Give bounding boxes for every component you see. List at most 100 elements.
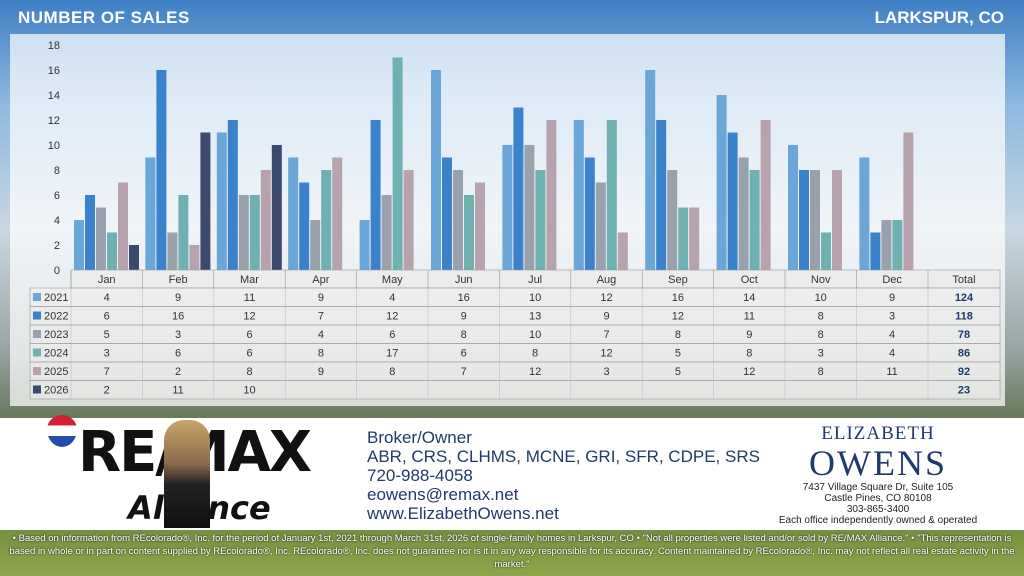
- bar-2023-May: [381, 195, 392, 270]
- bar-2021-Jun: [431, 70, 441, 270]
- broker-email[interactable]: eowens@remax.net: [367, 485, 519, 504]
- bar-2025-Apr: [332, 157, 343, 270]
- office-note: Each office independently owned & operat…: [778, 515, 978, 526]
- table-total-2025: 92: [958, 366, 970, 378]
- table-cell-2026-Mar: 10: [243, 385, 255, 397]
- legend-label-2023: 2023: [44, 329, 68, 341]
- office-address1: 7437 Village Square Dr, Suite 105: [802, 482, 954, 493]
- y-tick-label: 12: [48, 115, 60, 127]
- table-cell-2021-Oct: 14: [743, 292, 755, 304]
- table-row-2026: [29, 380, 1001, 400]
- sales-chart: 0 2 4 6 8 10 12 14 16 18 Jan Feb Mar Apr May Jun Jul Aug S…: [29, 40, 1001, 400]
- table-cell-2022-Jan: 6: [104, 311, 110, 323]
- bar-2023-Mar: [238, 195, 249, 270]
- table-cell-2024-Jun: 6: [461, 348, 467, 360]
- broker-website[interactable]: www.ElizabethOwens.net: [367, 504, 559, 523]
- bar-2021-Apr: [288, 157, 299, 270]
- bar-2025-Nov: [832, 170, 842, 270]
- broker-title: Broker/Owner: [367, 428, 472, 447]
- table-cell-2023-Jun: 8: [461, 329, 467, 341]
- bar-2025-Mar: [260, 170, 271, 270]
- bar-2025-Jan: [118, 182, 128, 270]
- table-header-Jul: Jul: [528, 274, 542, 286]
- chart-title: NUMBER OF SALES: [18, 8, 190, 27]
- bar-2025-May: [403, 170, 414, 270]
- broker-designations: ABR, CRS, CLHMS, MCNE, GRI, SFR, CDPE, S…: [367, 447, 760, 466]
- bar-2025-Aug: [617, 232, 628, 270]
- table-cell-2022-Sep: 12: [672, 311, 684, 323]
- table-cell-2025-Aug: 3: [603, 366, 609, 378]
- table-cell-2021-Sep: 16: [672, 292, 684, 304]
- y-tick-label: 6: [54, 190, 60, 202]
- table-cell-2024-Feb: 6: [175, 348, 181, 360]
- table-cell-2022-Jun: 9: [461, 311, 467, 323]
- bar-2021-Oct: [716, 95, 727, 270]
- table-cell-2025-Mar: 8: [246, 366, 252, 378]
- table-header-Dec: Dec: [882, 274, 902, 286]
- bar-2022-Aug: [584, 157, 595, 270]
- table-header-Aug: Aug: [597, 274, 617, 286]
- table-total-2023: 78: [958, 329, 970, 341]
- legend-swatch-2023: [33, 330, 41, 338]
- bar-2025-Jul: [546, 120, 557, 270]
- office-first-name: ELIZABETH: [821, 423, 935, 444]
- bar-2025-Sep: [689, 207, 700, 270]
- legend-swatch-2022: [33, 311, 41, 320]
- bar-2024-May: [392, 57, 403, 270]
- bar-2024-Jun: [464, 195, 474, 270]
- table-cell-2024-Oct: 8: [746, 348, 752, 360]
- office-logo: ELIZABETH OWENS 7437 Village Square Dr, …: [768, 423, 988, 526]
- table-cell-2024-Aug: 12: [600, 348, 612, 360]
- bar-2022-Mar: [227, 120, 238, 270]
- table-cell-2022-Dec: 3: [889, 311, 895, 323]
- bar-2022-Jun: [442, 157, 452, 270]
- bar-2024-Jan: [107, 232, 117, 270]
- table-cell-2022-Jul: 13: [529, 311, 541, 323]
- table-cell-2025-Oct: 12: [743, 366, 755, 378]
- table-cell-2023-Mar: 6: [246, 329, 252, 341]
- broker-info: Broker/Owner ABR, CRS, CLHMS, MCNE, GRI,…: [367, 428, 760, 523]
- table-cell-2025-Nov: 8: [818, 366, 824, 378]
- bar-2023-Sep: [667, 170, 678, 270]
- bar-2025-Jun: [475, 182, 485, 270]
- bar-2021-Sep: [645, 70, 656, 270]
- table-cell-2025-Jul: 12: [529, 366, 541, 378]
- bar-2022-Feb: [156, 70, 167, 270]
- table-header-Sep: Sep: [668, 274, 688, 286]
- table-cell-2023-Sep: 8: [675, 329, 681, 341]
- table-cell-2025-Jan: 7: [104, 366, 110, 378]
- table-cell-2022-Oct: 11: [744, 311, 755, 323]
- bar-2021-Jul: [502, 145, 513, 270]
- y-tick-label: 8: [54, 165, 60, 177]
- table-cell-2023-May: 6: [389, 329, 395, 341]
- bar-2025-Dec: [903, 132, 914, 270]
- bar-2024-Nov: [821, 232, 831, 270]
- y-tick-label: 10: [48, 140, 60, 152]
- table-header-Feb: Feb: [169, 274, 188, 286]
- legend-label-2025: 2025: [44, 366, 68, 378]
- table-cell-2025-Apr: 9: [318, 366, 324, 378]
- location-label: LARKSPUR, CO: [874, 8, 1004, 27]
- legend-label-2026: 2026: [44, 385, 68, 397]
- table-total-2022: 118: [955, 311, 973, 323]
- table-cell-2021-Jul: 10: [529, 292, 541, 304]
- table-cell-2021-Nov: 10: [815, 292, 827, 304]
- bar-2023-Oct: [738, 157, 749, 270]
- bar-2022-Apr: [299, 182, 310, 270]
- legend-label-2024: 2024: [44, 348, 68, 360]
- table-cell-2023-Jan: 5: [104, 329, 110, 341]
- table-header-Jan: Jan: [98, 274, 116, 286]
- remax-balloon-icon: [47, 415, 77, 447]
- y-tick-label: 0: [54, 265, 60, 277]
- table-cell-2023-Oct: 9: [746, 329, 752, 341]
- bar-2025-Oct: [760, 120, 771, 270]
- broker-phone[interactable]: 720-988-4058: [367, 466, 473, 485]
- bar-2022-Jul: [513, 107, 524, 270]
- table-cell-2023-Feb: 3: [175, 329, 181, 341]
- table-cell-2025-Sep: 5: [675, 366, 681, 378]
- bar-2023-Jul: [524, 145, 535, 270]
- table-cell-2026-Feb: 11: [172, 385, 183, 397]
- table-cell-2025-Dec: 11: [886, 366, 897, 378]
- bar-2026-Jan: [129, 245, 139, 270]
- office-last-name: OWENS: [809, 443, 947, 483]
